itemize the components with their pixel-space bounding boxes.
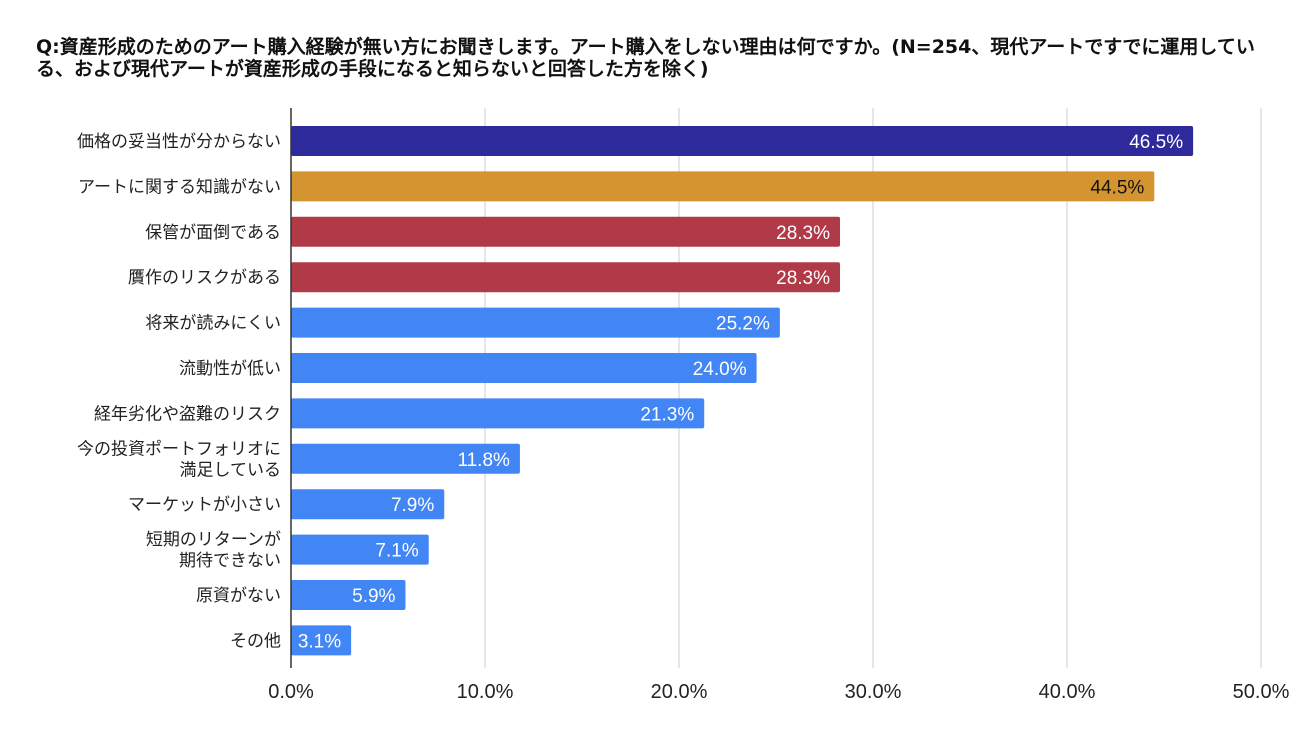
category-label: 短期のリターンが期待できない (146, 530, 281, 571)
bar-value-label: 24.0% (693, 359, 747, 380)
category-label: 経年劣化や盗難のリスク (94, 404, 281, 424)
bar-value-label: 46.5% (1129, 132, 1183, 153)
bar (291, 625, 352, 656)
bar-value-label: 11.8% (457, 450, 510, 471)
chart-title: Q:資産形成のためのアート購入経験が無い方にお聞きします。アート購入をしない理由… (36, 36, 1255, 80)
bar-value-label: 7.9% (391, 495, 434, 516)
bar (291, 398, 705, 429)
x-tick-label: 20.0% (651, 681, 708, 703)
bar-value-label: 28.3% (776, 268, 830, 289)
bar-value-label: 25.2% (716, 314, 770, 335)
x-tick-label: 40.0% (1039, 681, 1096, 703)
x-tick-label: 30.0% (845, 681, 902, 703)
category-label: 価格の妥当性が分からない (77, 132, 281, 152)
bar (291, 126, 1194, 156)
x-tick-label: 10.0% (457, 681, 514, 703)
bar (291, 307, 780, 338)
x-tick-label: 50.0% (1233, 681, 1290, 703)
bar-value-label: 44.5% (1090, 177, 1144, 198)
bar (291, 489, 445, 520)
category-label: 保管が面倒である (145, 223, 281, 243)
bar (291, 443, 520, 474)
bar-value-label: 7.1% (375, 541, 418, 562)
bar (291, 171, 1155, 202)
bar-value-label: 3.1% (298, 631, 341, 652)
category-label: マーケットが小さい (128, 495, 281, 515)
bar (291, 534, 429, 565)
category-label: 将来が読みにくい (145, 314, 281, 334)
bar-value-label: 28.3% (776, 223, 830, 244)
category-label: 贋作のリスクがある (128, 268, 281, 288)
category-label: アートに関する知識がない (78, 177, 281, 197)
bar (291, 262, 841, 293)
category-label: 原資がない (196, 586, 281, 606)
category-label: 今の投資ポートフォリオに満足している (77, 439, 281, 480)
category-label: その他 (230, 631, 281, 651)
bar (291, 216, 841, 247)
category-label: 流動性が低い (179, 359, 281, 379)
bar (291, 580, 406, 610)
x-tick-label: 0.0% (268, 681, 314, 703)
bar-value-label: 5.9% (352, 586, 395, 607)
bar-value-label: 21.3% (640, 404, 694, 425)
bar (291, 353, 757, 383)
